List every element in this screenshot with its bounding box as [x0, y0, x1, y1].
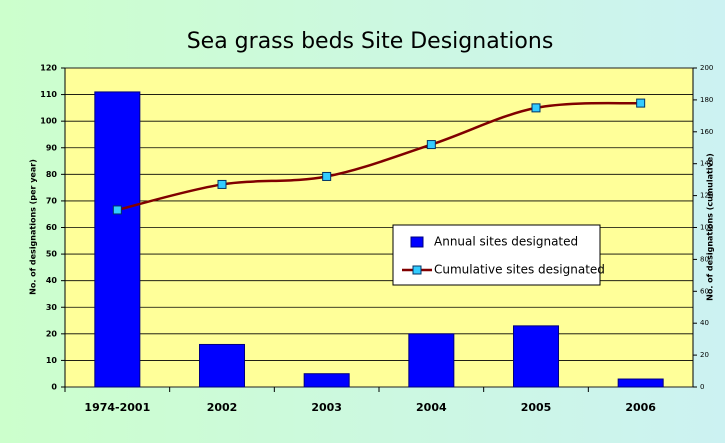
x-tick-label: 2002 [207, 401, 238, 414]
bar [198, 343, 246, 388]
y-tick-label: 70 [46, 196, 58, 205]
y2-tick-label: 60 [700, 287, 709, 295]
y-axis-label: No. of designations (per year) [29, 159, 38, 295]
x-tick-label: 2006 [625, 401, 656, 414]
y-tick-label: 20 [46, 329, 58, 338]
y-tick-label: 110 [40, 90, 57, 99]
line-marker [217, 179, 227, 189]
line-marker [636, 98, 646, 108]
legend-swatch [410, 236, 424, 248]
y-tick-label: 90 [46, 143, 58, 152]
y-tick-label: 0 [51, 383, 57, 392]
y2-tick-label: 20 [700, 351, 709, 359]
y-tick-label: 40 [46, 276, 58, 285]
y-tick-label: 80 [46, 170, 58, 179]
line-marker [531, 103, 541, 113]
y-tick-label: 30 [46, 303, 58, 312]
line [117, 101, 641, 212]
y2-tick-label: 200 [700, 64, 713, 72]
x-tick-label: 2004 [416, 401, 447, 414]
y2-tick-label: 180 [700, 96, 713, 104]
legend-box [392, 224, 601, 286]
line-marker [322, 171, 332, 181]
x-tick-label: 2003 [311, 401, 342, 414]
bar [408, 333, 455, 388]
y2-tick-label: 120 [700, 192, 713, 200]
y-tick-label: 100 [40, 117, 57, 126]
legend: Annual sites designated Cumulative sites … [392, 224, 605, 286]
y2-tick-label: 140 [700, 160, 713, 168]
x-tick-label: 1974-2001 [84, 401, 150, 414]
y2-tick-label: 80 [700, 255, 709, 263]
y-tick-label: 50 [46, 250, 58, 259]
y2-tick-label: 100 [700, 224, 713, 232]
chart-title: Sea grass beds Site Designations [187, 29, 554, 54]
x-tick-label: 2005 [521, 401, 552, 414]
bar [617, 378, 664, 388]
y-tick-label: 120 [40, 64, 57, 73]
legend-marker [412, 265, 422, 275]
line-marker [426, 140, 436, 150]
bar [303, 373, 350, 388]
legend-label: Annual sites designated [434, 235, 578, 249]
legend-label: Cumulative sites designated [434, 263, 605, 277]
bar [512, 325, 560, 388]
y2-tick-label: 0 [700, 383, 704, 391]
y2-tick-label: 40 [700, 319, 709, 327]
line-marker [112, 205, 122, 215]
y-tick-label: 60 [46, 223, 58, 232]
y2-tick-label: 160 [700, 128, 713, 136]
y2-axis-label: No. of designations (cumulative) [706, 153, 715, 301]
bar [94, 91, 141, 388]
y-tick-label: 10 [46, 356, 58, 365]
